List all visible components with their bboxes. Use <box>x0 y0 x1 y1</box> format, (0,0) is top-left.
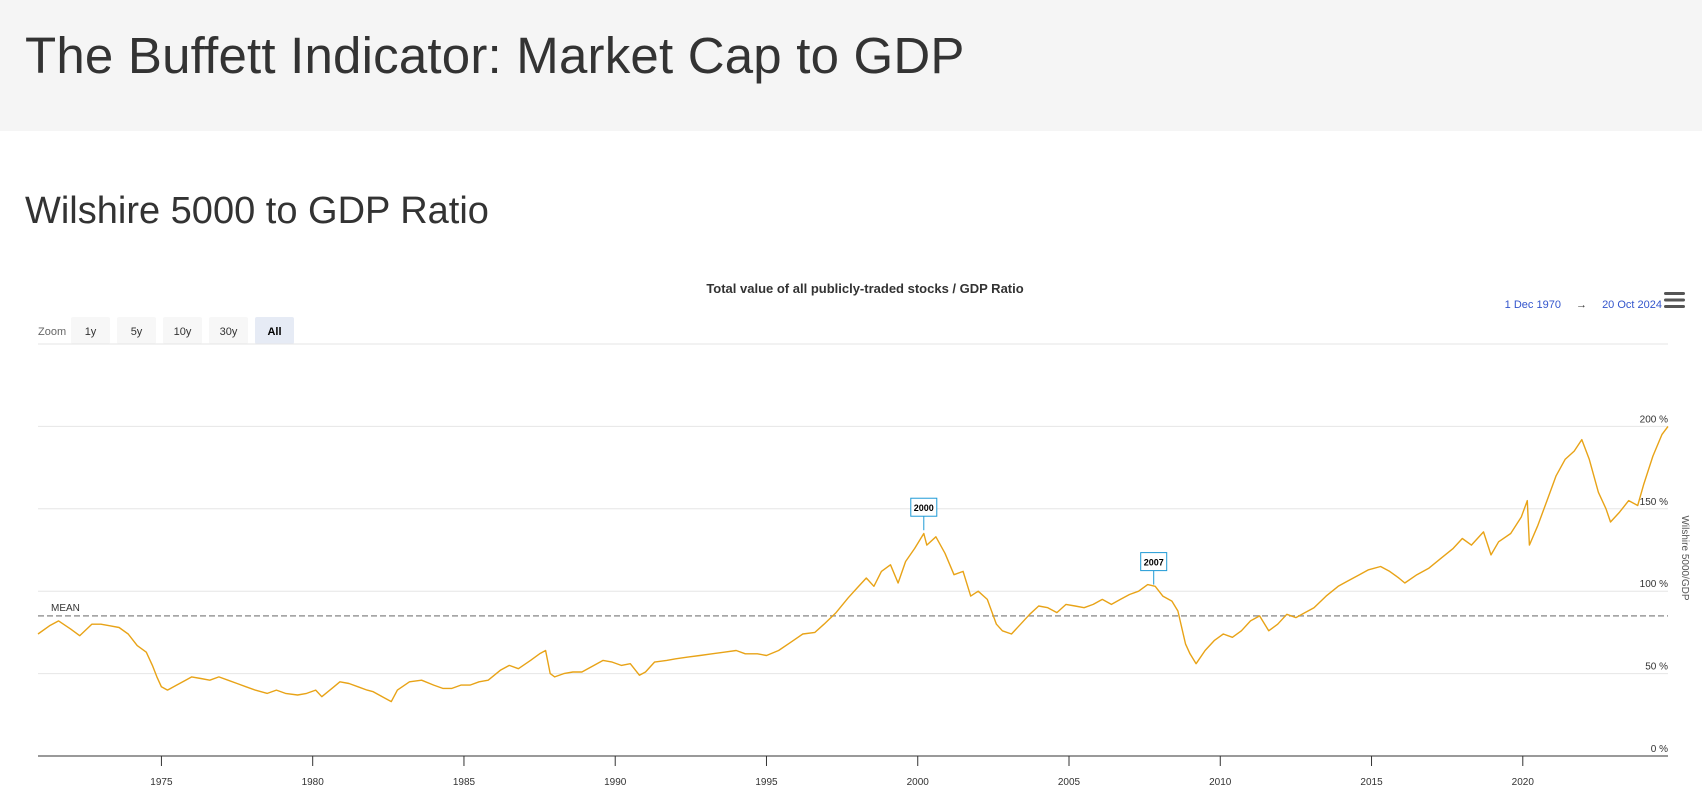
range-button-all[interactable]: All <box>255 317 294 344</box>
range-button-label: 1y <box>85 326 97 338</box>
top-banner: The Buffett Indicator: Market Cap to GDP <box>0 0 1702 131</box>
flag-label: 2000 <box>914 503 934 513</box>
zoom-label: Zoom <box>38 326 66 338</box>
mean-line-group: MEAN <box>38 603 1668 617</box>
x-tick-label: 1985 <box>453 777 476 788</box>
x-tick-label: 1975 <box>150 777 173 788</box>
range-button-bg <box>209 317 248 344</box>
chart-container: Total value of all publicly-traded stock… <box>0 260 1702 806</box>
x-tick-label: 2015 <box>1360 777 1383 788</box>
x-tick-label: 2020 <box>1512 777 1535 788</box>
flag-2000[interactable]: 2000 <box>910 497 938 531</box>
series-line[interactable] <box>37 425 1669 703</box>
x-tick-label: 1995 <box>755 777 778 788</box>
range-button-1y[interactable]: 1y <box>71 317 110 344</box>
x-axis-ticks: 1975 1980 1985 1990 1995 2000 2005 2010 2015 2020 <box>150 756 1534 788</box>
annotation-flags: 2000 2007 <box>910 497 1168 585</box>
chart-title: Total value of all publicly-traded stock… <box>706 281 1023 296</box>
range-button-bg <box>163 317 202 344</box>
y-tick-label: 100 % <box>1640 579 1668 590</box>
range-button-group: 1y 5y 10y 30y All <box>71 317 294 344</box>
range-button-10y[interactable]: 10y <box>163 317 202 344</box>
flag-box <box>910 497 938 517</box>
x-tick-label: 1990 <box>604 777 627 788</box>
flag-2007[interactable]: 2007 <box>1140 552 1168 585</box>
y-tick-label: 0 % <box>1651 744 1668 755</box>
mean-label: MEAN <box>51 603 80 614</box>
range-button-label: 10y <box>174 326 192 338</box>
y-axis-title: Wilshire 5000/GDP <box>1679 515 1690 600</box>
date-range-to[interactable]: 20 Oct 2024 <box>1602 299 1662 311</box>
date-range-arrow: → <box>1576 299 1587 311</box>
chart-menu-button[interactable] <box>1663 290 1687 310</box>
x-tick-label: 2010 <box>1209 777 1232 788</box>
flag-box <box>1140 552 1168 572</box>
y-tick-label: 50 % <box>1645 662 1668 673</box>
chart-svg: Total value of all publicly-traded stock… <box>37 281 1690 788</box>
range-button-bg <box>255 317 294 344</box>
section-title: Wilshire 5000 to GDP Ratio <box>25 190 489 232</box>
range-button-bg <box>117 317 156 344</box>
grid-lines <box>38 343 1668 675</box>
hamburger-menu-icon <box>1664 292 1685 308</box>
y-axis-labels: 0 % 50 % 100 % 150 % 200 % <box>1640 414 1668 755</box>
y-tick-label: 150 % <box>1640 497 1668 508</box>
range-button-30y[interactable]: 30y <box>209 317 248 344</box>
page-title: The Buffett Indicator: Market Cap to GDP <box>25 27 965 84</box>
range-button-bg <box>71 317 110 344</box>
range-button-label: 30y <box>220 326 238 338</box>
x-tick-label: 2005 <box>1058 777 1081 788</box>
range-button-5y[interactable]: 5y <box>117 317 156 344</box>
date-range-from[interactable]: 1 Dec 1970 <box>1505 299 1561 311</box>
x-tick-label: 2000 <box>907 777 930 788</box>
flag-label: 2007 <box>1144 558 1164 568</box>
date-range[interactable]: 1 Dec 1970 → 20 Oct 2024 <box>1505 299 1662 311</box>
x-tick-label: 1980 <box>302 777 325 788</box>
range-button-label: All <box>267 326 281 338</box>
y-tick-label: 200 % <box>1640 414 1668 425</box>
range-button-label: 5y <box>131 326 143 338</box>
